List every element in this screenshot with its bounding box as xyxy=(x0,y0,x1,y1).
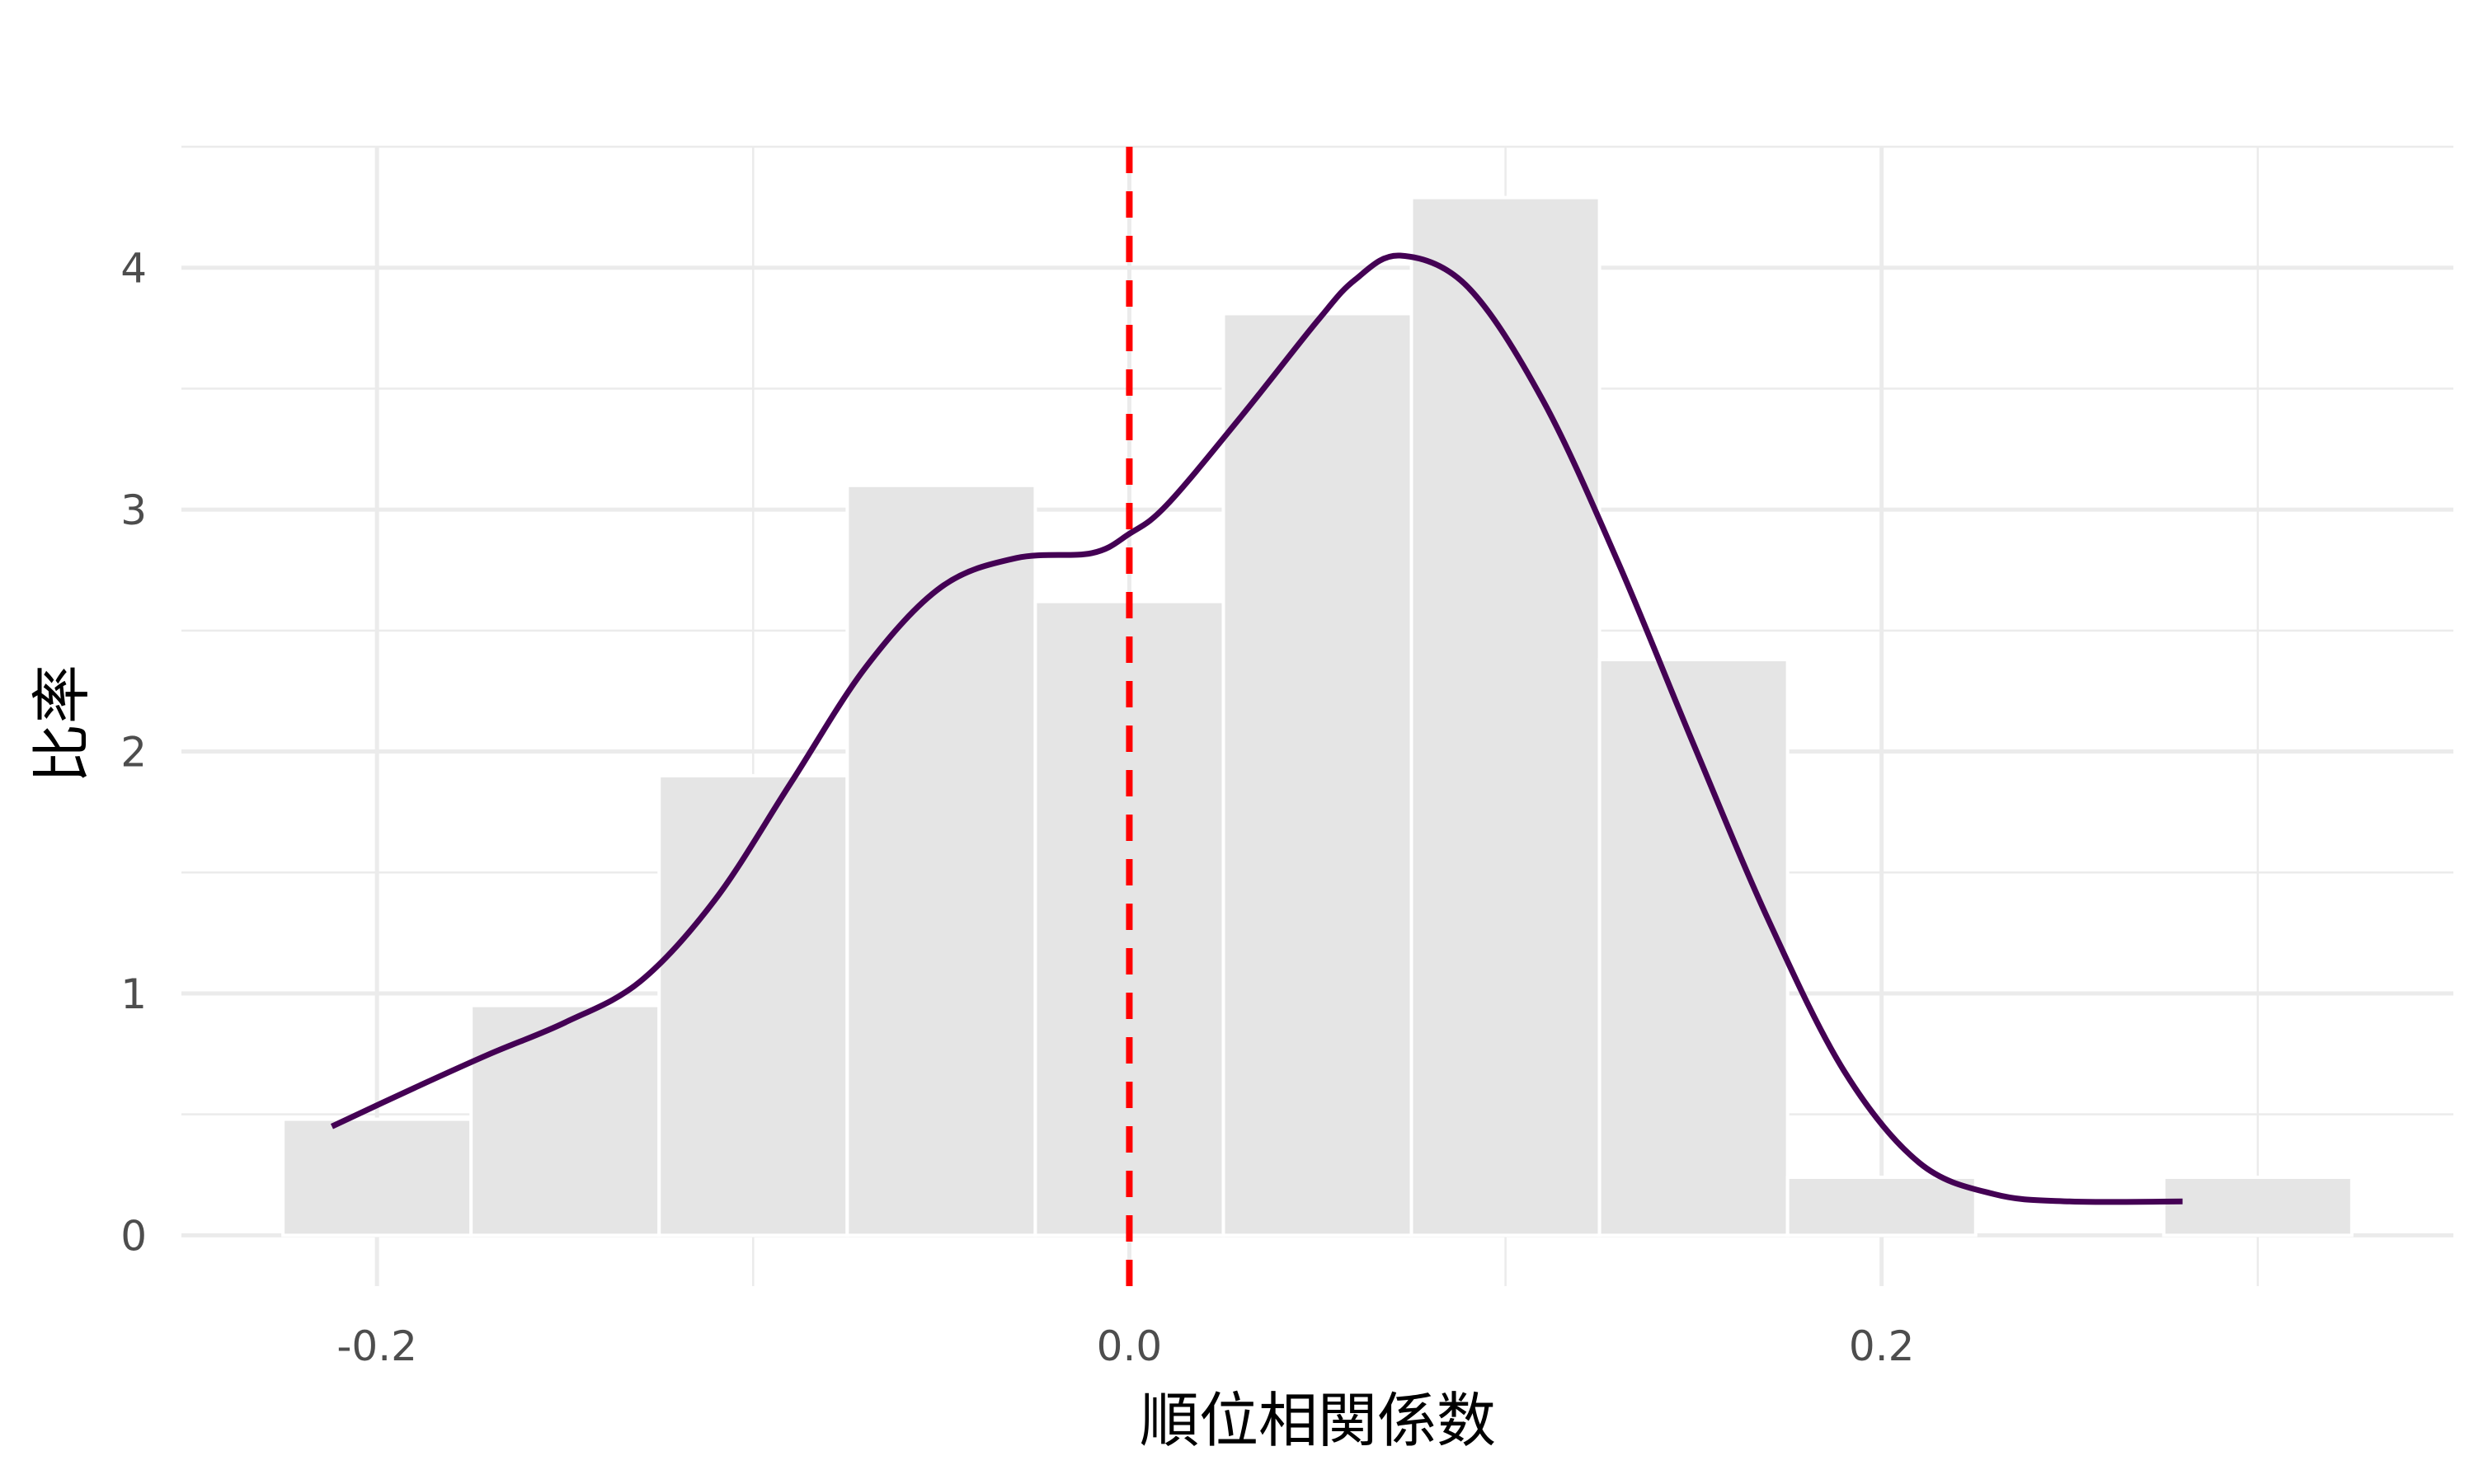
x-tick-label: 0.0 xyxy=(1097,1322,1163,1370)
x-axis-title: 順位相関係数 xyxy=(1140,1386,1496,1455)
histogram-bar xyxy=(469,1003,661,1237)
histogram-bar xyxy=(2161,1175,2354,1237)
x-tick-label: -0.2 xyxy=(336,1322,417,1370)
y-tick-labels: 0 1 2 3 4 xyxy=(120,245,147,1261)
histogram-bar xyxy=(1221,312,1413,1237)
y-tick-label: 3 xyxy=(120,486,147,534)
x-tick-label: 0.2 xyxy=(1849,1322,1915,1370)
y-tick-label: 2 xyxy=(120,729,147,777)
y-tick-label: 0 xyxy=(120,1212,147,1260)
y-tick-label: 1 xyxy=(120,970,147,1018)
x-tick-labels: -0.2 0.0 0.2 xyxy=(336,1322,1914,1370)
histogram-bars xyxy=(281,195,2354,1237)
histogram-bar xyxy=(281,1117,473,1237)
y-axis-title: 比率 xyxy=(27,665,96,783)
histogram-bar xyxy=(845,483,1037,1237)
histogram-bar xyxy=(1409,195,1602,1237)
histogram-bar xyxy=(1597,658,1790,1237)
histogram-bar xyxy=(657,773,849,1237)
y-tick-label: 4 xyxy=(120,245,147,293)
density-curve-group xyxy=(330,252,2183,1205)
density-curve xyxy=(330,252,2183,1205)
histogram-bar xyxy=(1785,1175,1978,1237)
